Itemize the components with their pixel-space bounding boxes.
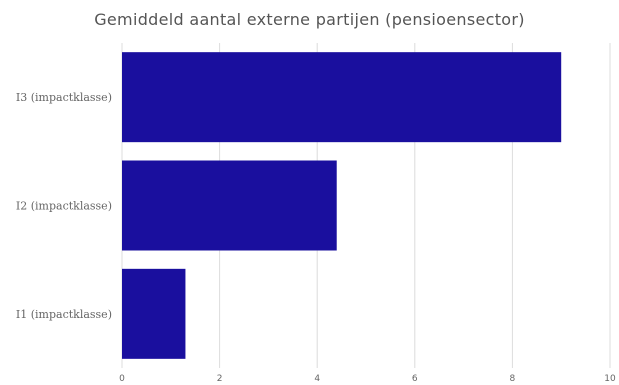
category-labels: I3 (impactklasse) I2 (impactklasse) I1 (im… <box>16 91 112 321</box>
x-tick-label: 4 <box>314 374 320 384</box>
x-tick-labels: 0 2 4 6 8 10 <box>119 374 616 384</box>
category-label: I1 (impactklasse) <box>16 308 112 321</box>
bar <box>122 160 337 251</box>
bar <box>122 268 186 359</box>
category-label: I2 (impactklasse) <box>16 200 112 213</box>
x-tick-label: 0 <box>119 374 125 384</box>
x-tick-label: 8 <box>510 374 516 384</box>
chart-title: Gemiddeld aantal externe partijen (pensi… <box>94 10 525 29</box>
x-tick-label: 6 <box>412 374 418 384</box>
category-label: I3 (impactklasse) <box>16 91 112 104</box>
bar <box>122 52 562 143</box>
x-tick-label: 2 <box>217 374 223 384</box>
x-tick-label: 10 <box>604 374 616 384</box>
bars <box>122 52 562 359</box>
